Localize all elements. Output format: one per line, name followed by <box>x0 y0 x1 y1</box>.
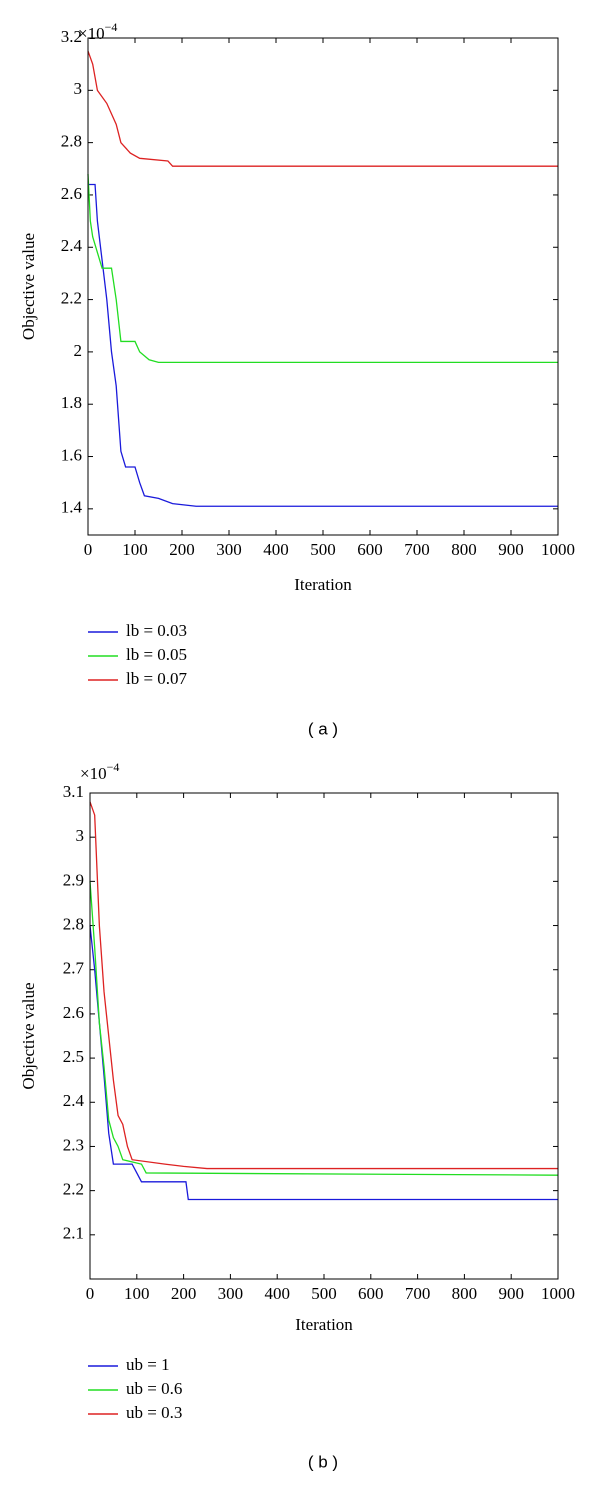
legend-label: ub = 1 <box>126 1355 170 1374</box>
caption: ( b ) <box>308 1452 338 1471</box>
data-line <box>89 925 558 1201</box>
data-line <box>88 183 558 507</box>
x-tick-label: 0 <box>86 1284 95 1303</box>
y-tick-label: 3 <box>76 826 85 845</box>
y-tick-label: 1.6 <box>61 445 82 464</box>
y-axis-label: Objective value <box>19 233 38 340</box>
x-tick-label: 600 <box>358 1284 384 1303</box>
x-tick-label: 100 <box>124 1284 150 1303</box>
x-tick-label: 100 <box>122 540 148 559</box>
y-scale-base: ×10 <box>80 764 107 783</box>
y-tick-label: 3.1 <box>63 782 84 801</box>
x-tick-label: 200 <box>171 1284 197 1303</box>
x-tick-label: 900 <box>498 540 524 559</box>
caption: ( a ) <box>308 719 338 738</box>
y-tick-label: 2.2 <box>63 1180 84 1199</box>
y-tick-label: 1.8 <box>61 393 82 412</box>
x-axis-label: Iteration <box>295 1315 353 1334</box>
x-tick-label: 1000 <box>541 540 575 559</box>
x-tick-label: 400 <box>263 540 289 559</box>
legend-label: ub = 0.6 <box>126 1379 182 1398</box>
y-tick-label: 2.4 <box>63 1091 85 1110</box>
y-tick-label: 2 <box>74 341 83 360</box>
x-tick-label: 200 <box>169 540 195 559</box>
y-tick-label: 3 <box>74 79 83 98</box>
x-tick-label: 300 <box>216 540 242 559</box>
y-tick-label: 2.6 <box>61 184 82 203</box>
y-tick-label: 3.2 <box>61 27 82 46</box>
x-tick-label: 500 <box>310 540 336 559</box>
x-tick-label: 500 <box>311 1284 337 1303</box>
x-tick-label: 400 <box>264 1284 290 1303</box>
x-axis-label: Iteration <box>294 575 352 594</box>
x-tick-label: 800 <box>451 540 477 559</box>
x-tick-label: 0 <box>84 540 93 559</box>
y-scale-exponent: −4 <box>107 760 120 774</box>
y-axis-label: Objective value <box>19 982 38 1089</box>
x-tick-label: 300 <box>218 1284 244 1303</box>
legend-label: lb = 0.05 <box>126 645 187 664</box>
y-scale-label: ×10−4 <box>80 760 119 783</box>
y-tick-label: 2.7 <box>63 959 85 978</box>
legend-label: lb = 0.03 <box>126 621 187 640</box>
data-line <box>89 801 558 1170</box>
x-tick-label: 900 <box>498 1284 524 1303</box>
data-line <box>87 50 558 167</box>
x-tick-label: 800 <box>452 1284 478 1303</box>
data-line <box>87 173 558 364</box>
y-tick-label: 2.9 <box>63 870 84 889</box>
y-tick-label: 2.5 <box>63 1047 84 1066</box>
x-tick-label: 700 <box>405 1284 431 1303</box>
y-tick-label: 1.4 <box>61 498 83 517</box>
plot-frame <box>89 792 559 1280</box>
x-tick-label: 1000 <box>541 1284 575 1303</box>
data-line <box>89 881 559 1176</box>
legend-label: ub = 0.3 <box>126 1403 182 1422</box>
plot-frame <box>87 37 559 536</box>
y-scale-label: ×10−4 <box>78 20 117 43</box>
x-tick-label: 600 <box>357 540 383 559</box>
x-tick-label: 700 <box>404 540 430 559</box>
y-tick-label: 2.1 <box>63 1224 84 1243</box>
y-scale-exponent: −4 <box>105 20 118 34</box>
legend-label: lb = 0.07 <box>126 669 188 688</box>
y-tick-label: 2.3 <box>63 1135 84 1154</box>
y-tick-label: 2.8 <box>63 914 84 933</box>
y-tick-label: 2.8 <box>61 132 82 151</box>
y-tick-label: 2.4 <box>61 236 83 255</box>
y-tick-label: 2.2 <box>61 288 82 307</box>
y-tick-label: 2.6 <box>63 1003 84 1022</box>
